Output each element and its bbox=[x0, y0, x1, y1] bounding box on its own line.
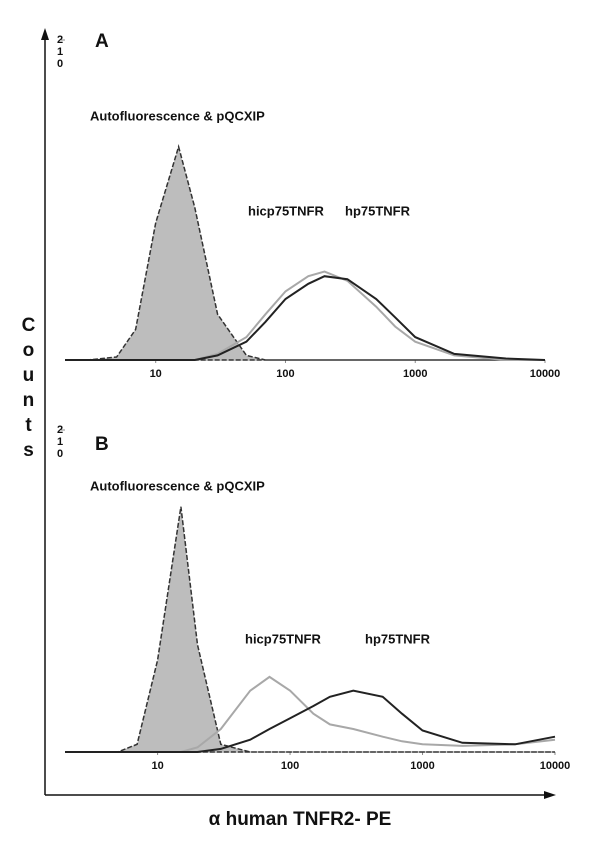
series-label: Autofluorescence & pQCXIP bbox=[90, 478, 265, 493]
series-label: hp75TNFR bbox=[345, 203, 411, 218]
panel-label: A bbox=[95, 31, 109, 52]
series-label: hicp75TNFR bbox=[245, 631, 321, 646]
series-label: Autofluorescence & pQCXIP bbox=[90, 108, 265, 123]
arrow-head bbox=[41, 28, 49, 40]
panel-label: B bbox=[95, 434, 109, 455]
series-label: hp75TNFR bbox=[365, 631, 431, 646]
x-tick-label: 10000 bbox=[540, 760, 571, 772]
line bbox=[65, 689, 556, 753]
arrow-head bbox=[544, 791, 556, 799]
y-tick-label: 210 bbox=[54, 424, 66, 460]
area bbox=[65, 143, 545, 361]
x-tick-label: 10 bbox=[151, 760, 163, 772]
x-tick-label: 10 bbox=[150, 368, 162, 380]
series-label: hicp75TNFR bbox=[248, 203, 324, 218]
x-axis-title: α human TNFR2- PE bbox=[209, 809, 392, 830]
x-tick-label: 100 bbox=[281, 760, 299, 772]
x-tick-label: 1000 bbox=[410, 760, 434, 772]
line bbox=[65, 275, 546, 361]
x-tick-label: 1000 bbox=[403, 368, 427, 380]
x-tick-label: 100 bbox=[276, 368, 294, 380]
x-tick-label: 10000 bbox=[530, 368, 561, 380]
area bbox=[65, 506, 555, 753]
y-axis-title: Counts bbox=[18, 315, 39, 465]
y-tick-label: 210 bbox=[54, 34, 66, 70]
